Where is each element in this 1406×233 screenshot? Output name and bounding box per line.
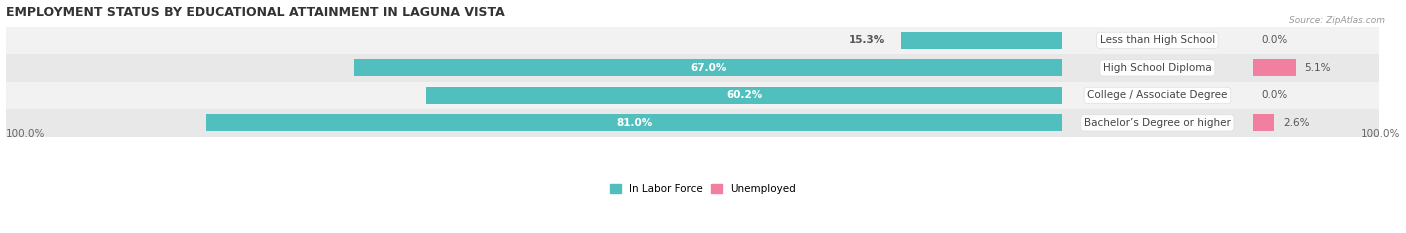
Text: 100.0%: 100.0%: [1361, 129, 1400, 139]
Bar: [6, 82, 1379, 109]
Text: 67.0%: 67.0%: [690, 63, 727, 73]
Text: Bachelor’s Degree or higher: Bachelor’s Degree or higher: [1084, 118, 1230, 128]
Bar: [1253, 59, 1295, 76]
Text: 2.6%: 2.6%: [1282, 118, 1309, 128]
Legend: In Labor Force, Unemployed: In Labor Force, Unemployed: [610, 184, 796, 194]
Text: 5.1%: 5.1%: [1305, 63, 1330, 73]
Bar: [207, 114, 1063, 131]
Bar: [354, 59, 1063, 76]
Text: High School Diploma: High School Diploma: [1104, 63, 1212, 73]
Text: College / Associate Degree: College / Associate Degree: [1087, 90, 1227, 100]
Bar: [1253, 114, 1274, 131]
Bar: [6, 27, 1379, 54]
Bar: [901, 32, 1063, 49]
Text: 15.3%: 15.3%: [848, 35, 884, 45]
Text: 60.2%: 60.2%: [725, 90, 762, 100]
Bar: [6, 109, 1379, 137]
Text: Less than High School: Less than High School: [1099, 35, 1215, 45]
Text: Source: ZipAtlas.com: Source: ZipAtlas.com: [1289, 16, 1385, 25]
Text: EMPLOYMENT STATUS BY EDUCATIONAL ATTAINMENT IN LAGUNA VISTA: EMPLOYMENT STATUS BY EDUCATIONAL ATTAINM…: [6, 6, 505, 19]
Text: 81.0%: 81.0%: [616, 118, 652, 128]
Bar: [6, 54, 1379, 82]
Text: 100.0%: 100.0%: [6, 129, 45, 139]
Text: 0.0%: 0.0%: [1261, 35, 1288, 45]
Bar: [426, 87, 1063, 104]
Text: 0.0%: 0.0%: [1261, 90, 1288, 100]
